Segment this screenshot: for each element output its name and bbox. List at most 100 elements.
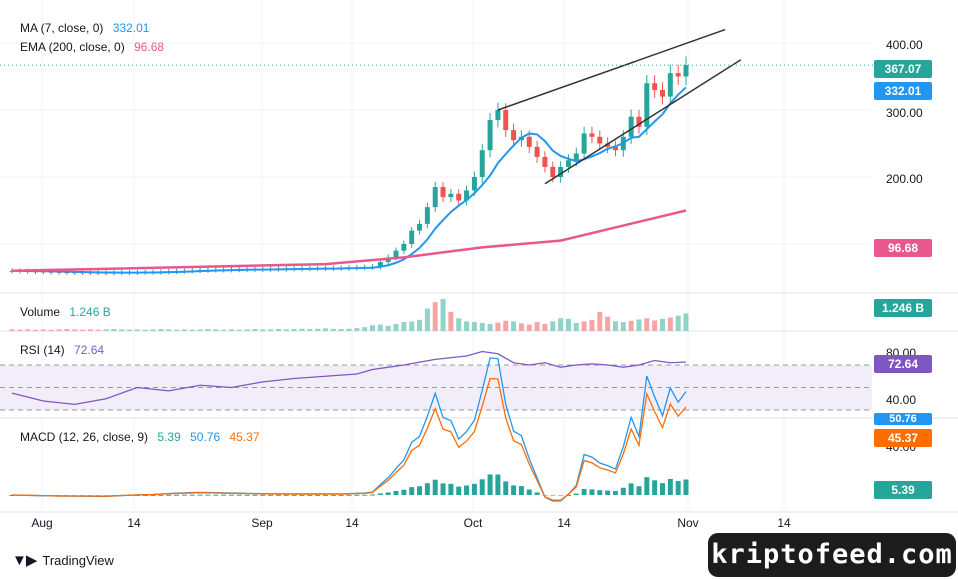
volume-bar-78 bbox=[620, 322, 626, 331]
macd-hist-bar-71 bbox=[565, 494, 571, 496]
candle-body-73 bbox=[581, 133, 587, 154]
candle-body-77 bbox=[612, 146, 618, 151]
volume-bar-44 bbox=[354, 328, 360, 331]
macd-hist-bar-34 bbox=[275, 494, 281, 496]
macd-hist-bar-74 bbox=[589, 489, 595, 495]
x-label-oct-14: 14 bbox=[557, 516, 571, 530]
candle-body-52 bbox=[417, 223, 423, 231]
volume-bar-37 bbox=[299, 328, 305, 331]
macd-hist-bar-79 bbox=[628, 483, 634, 495]
volume-bar-35 bbox=[283, 329, 289, 331]
macd-hist-bar-42 bbox=[338, 494, 344, 496]
price-tick-200: 200.00 bbox=[886, 172, 923, 186]
volume-bar-79 bbox=[628, 320, 634, 331]
macd-hist-bar-20 bbox=[166, 494, 172, 496]
candle-body-71 bbox=[565, 160, 571, 167]
macd-hist-bar-27 bbox=[221, 494, 227, 496]
macd-hist-bar-28 bbox=[228, 494, 234, 496]
volume-bar-84 bbox=[667, 317, 673, 331]
volume-bar-28 bbox=[228, 329, 234, 331]
macd-signal-line bbox=[11, 377, 687, 501]
volume-bar-55 bbox=[440, 299, 446, 331]
candle-body-63 bbox=[503, 110, 509, 131]
x-label-oct: Oct bbox=[463, 516, 483, 530]
macd-hist-bar-19 bbox=[158, 494, 164, 496]
macd-hist-bar-24 bbox=[197, 494, 203, 496]
volume-bar-9 bbox=[80, 329, 86, 331]
macd-hist-bar-52 bbox=[417, 486, 423, 495]
tradingview-brand[interactable]: ▼▶ TradingView bbox=[12, 551, 114, 569]
volume-bar-77 bbox=[612, 321, 618, 331]
volume-bar-74 bbox=[589, 319, 595, 331]
macd-legend-signal: 45.37 bbox=[229, 430, 260, 444]
x-label-aug-14: 14 bbox=[127, 516, 141, 530]
macd-hist-bar-44 bbox=[354, 494, 360, 496]
volume-bar-30 bbox=[244, 329, 250, 331]
volume-bar-60 bbox=[479, 323, 485, 331]
macd-hist-bar-58 bbox=[464, 485, 470, 495]
volume-bar-39 bbox=[315, 328, 321, 331]
ma-legend-label: MA (7, close, 0) bbox=[20, 21, 104, 35]
macd-hist-bar-61 bbox=[487, 474, 493, 495]
rsi-legend-label: RSI (14) bbox=[20, 343, 65, 357]
volume-bar-11 bbox=[95, 329, 101, 331]
macd-hist-bar-35 bbox=[283, 494, 289, 496]
candle-body-82 bbox=[652, 83, 658, 90]
macd-hist-bar-66 bbox=[526, 489, 532, 495]
volume-bar-67 bbox=[534, 322, 540, 331]
volume-bar-13 bbox=[111, 329, 117, 331]
candle-body-86 bbox=[683, 65, 689, 77]
volume-bar-48 bbox=[385, 325, 391, 331]
x-label-aug: Aug bbox=[31, 516, 53, 530]
volume-bar-75 bbox=[597, 311, 603, 331]
candle-body-62 bbox=[495, 110, 501, 121]
macd-hist-bar-50 bbox=[401, 489, 407, 495]
macd-hist-bar-85 bbox=[675, 481, 681, 495]
macd-hist-bar-25 bbox=[205, 494, 211, 496]
macd-hist-bar-64 bbox=[511, 485, 517, 495]
volume-bar-51 bbox=[409, 321, 415, 331]
macd-hist-bar-81 bbox=[644, 477, 650, 495]
volume-bar-14 bbox=[119, 329, 125, 331]
volume-bar-76 bbox=[605, 316, 611, 331]
volume-bar-8 bbox=[72, 329, 78, 331]
volume-bar-56 bbox=[448, 311, 454, 331]
volume-bar-57 bbox=[456, 318, 462, 331]
macd-hist-bar-26 bbox=[213, 494, 219, 496]
rsi-tag: 72.64 bbox=[874, 355, 932, 373]
macd-hist-bar-38 bbox=[307, 494, 313, 496]
candle-body-57 bbox=[456, 193, 462, 201]
last-price-tag: 367.07 bbox=[874, 60, 932, 78]
macd-hist-bar-47 bbox=[377, 493, 383, 495]
x-label-sep-14: 14 bbox=[345, 516, 359, 530]
volume-bar-29 bbox=[236, 329, 242, 331]
x-label-sep: Sep bbox=[251, 516, 273, 530]
candle-body-68 bbox=[542, 156, 548, 167]
candle-body-81 bbox=[644, 83, 650, 127]
macd-hist-bar-48 bbox=[385, 492, 391, 495]
volume-legend-label: Volume bbox=[20, 305, 61, 319]
volume-bar-63 bbox=[503, 320, 509, 331]
macd-hist-bar-30 bbox=[244, 494, 250, 496]
volume-bar-7 bbox=[64, 329, 70, 331]
volume-bar-24 bbox=[197, 329, 203, 331]
macd-hist-bar-86 bbox=[683, 479, 689, 495]
candle-body-55 bbox=[440, 187, 446, 198]
macd-hist-bar-83 bbox=[659, 483, 665, 495]
volume-bar-68 bbox=[542, 323, 548, 331]
candle-body-74 bbox=[589, 133, 595, 137]
volume-bar-38 bbox=[307, 329, 313, 331]
ema200-line bbox=[11, 209, 687, 273]
macd-hist-bar-73 bbox=[581, 488, 587, 495]
ma7-line bbox=[11, 86, 687, 274]
macd-hist-bar-37 bbox=[299, 494, 305, 496]
volume-bar-34 bbox=[275, 329, 281, 331]
volume-bar-21 bbox=[174, 329, 180, 331]
macd-hist-bar-56 bbox=[448, 483, 454, 495]
macd-hist-bar-17 bbox=[142, 494, 148, 496]
candle-body-80 bbox=[636, 116, 642, 127]
x-label-nov-14: 14 bbox=[777, 516, 791, 530]
volume-bar-43 bbox=[346, 328, 352, 331]
volume-bar-19 bbox=[158, 329, 164, 331]
macd-legend-hist: 5.39 bbox=[157, 430, 181, 444]
